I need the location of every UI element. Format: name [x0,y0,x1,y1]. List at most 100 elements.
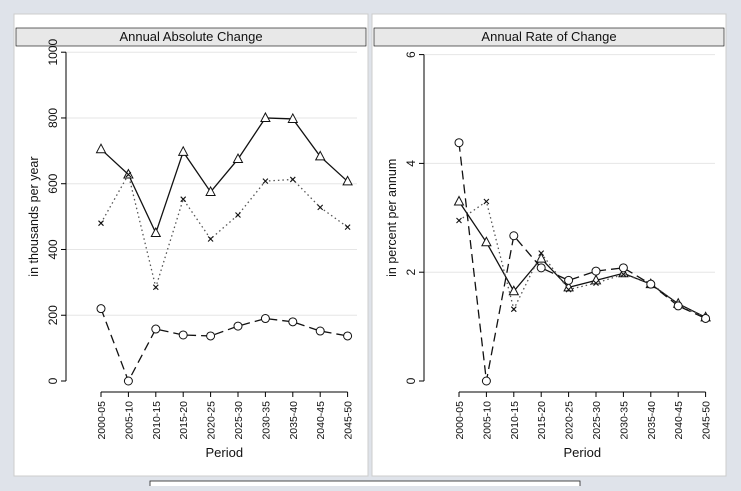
circle-point [536,263,546,273]
x-stroke [344,224,351,231]
y-axis-title: in percent per annum [385,159,399,277]
x-stroke [98,220,104,227]
x-tick-label: 2025-30 [233,401,245,440]
circle-point [481,376,491,386]
triangle-point [314,150,326,161]
chart-panel-2: Annual Rate of Change 0 2 4 6 2000-05 2005-10 2… [371,13,727,477]
x-tick-label: 2025-30 [591,401,603,440]
circle-point [178,330,188,340]
y-tick-label: 800 [46,108,60,128]
series-line-x [100,172,348,290]
title-bar [15,27,367,47]
triangle-point [150,226,162,238]
x-stroke [593,280,599,286]
x-tick-label: 2005-10 [123,401,135,440]
x-point [317,204,324,211]
title-bar [373,27,725,47]
triangle-point [453,195,465,206]
x-stroke [620,271,627,278]
triangle-point [95,143,107,154]
x-tick-label: 2020-25 [564,401,576,440]
x-stroke [317,204,324,211]
series-line-triangle [100,117,349,235]
x-tick-label: 2040-45 [315,401,327,440]
legend-box [149,480,581,491]
series-line-circle [458,142,706,382]
circle-point [343,331,353,341]
x-stroke [180,196,187,203]
circle-point [315,326,325,336]
x-stroke [235,212,241,218]
triangle-point [232,152,244,164]
y-tick-label: 200 [46,305,60,325]
triangle-point [177,145,189,156]
y-tick-label: 400 [46,239,60,259]
x-tick-label: 2010-15 [151,401,163,440]
triangle-point [481,236,492,247]
y-tick-label: 1000 [46,39,60,66]
x-point [180,196,187,203]
x-stroke [207,236,214,242]
triangle-point [287,112,299,123]
x-tick-label: 2030-35 [260,401,272,440]
circle-point [618,263,628,273]
triangle-point [535,252,547,263]
circle-point [260,314,270,324]
x-point [289,176,296,183]
series-line-x [458,200,706,318]
x-point [344,224,351,231]
x-stroke [152,284,159,291]
y-tick-label: 600 [46,173,60,193]
triangle-point [205,185,216,196]
x-point [510,306,517,313]
chart-title: Annual Rate of Change [481,29,616,44]
x-tick-label: 2005-10 [481,401,493,440]
triangle-point [342,175,353,186]
x-axis-title: Period [564,445,602,460]
x-tick-label: 2040-45 [673,401,685,440]
x-tick-label: 2035-40 [646,401,658,440]
x-stroke [565,286,572,293]
x-point [235,212,241,218]
circle-point [151,324,161,334]
x-point [152,284,159,291]
x-point [538,250,545,257]
x-point [125,171,132,178]
y-tick-label: 4 [404,160,418,167]
x-tick-label: 2045-50 [701,401,713,440]
x-tick-label: 2035-40 [288,401,300,440]
x-stroke [262,178,269,184]
x-tick-label: 2045-50 [343,401,355,440]
x-stroke [456,217,462,224]
chart-title: Annual Absolute Change [119,29,262,44]
y-tick-label: 2 [404,269,418,276]
circle-point [509,231,519,241]
x-axis-title: Period [206,445,244,460]
x-tick-label: 2015-20 [178,401,190,440]
x-stroke [125,171,132,178]
circle-point [288,317,298,327]
x-point [207,236,214,242]
x-stroke [510,306,517,313]
x-stroke [289,176,296,183]
circle-point [96,304,106,314]
y-tick-label: 0 [404,377,418,384]
x-point [98,220,104,227]
x-point [593,280,599,286]
x-tick-label: 2015-20 [536,401,548,440]
triangle-point [260,111,271,122]
y-tick-label: 6 [404,51,418,58]
circle-point [673,301,683,311]
x-point [620,271,627,278]
x-tick-label: 2010-15 [509,401,521,440]
chart-panel-1: Annual Absolute Change 0 200 400 600 800 1000 2… [13,13,369,477]
circle-point [564,275,574,285]
x-tick-label: 2020-25 [206,401,218,440]
x-stroke [483,198,490,205]
circle-point [206,331,216,341]
x-tick-label: 2000-05 [96,401,108,440]
panel-background [13,13,369,477]
x-tick-label: 2000-05 [454,401,466,440]
y-axis-title: in thousands per year [27,156,41,276]
